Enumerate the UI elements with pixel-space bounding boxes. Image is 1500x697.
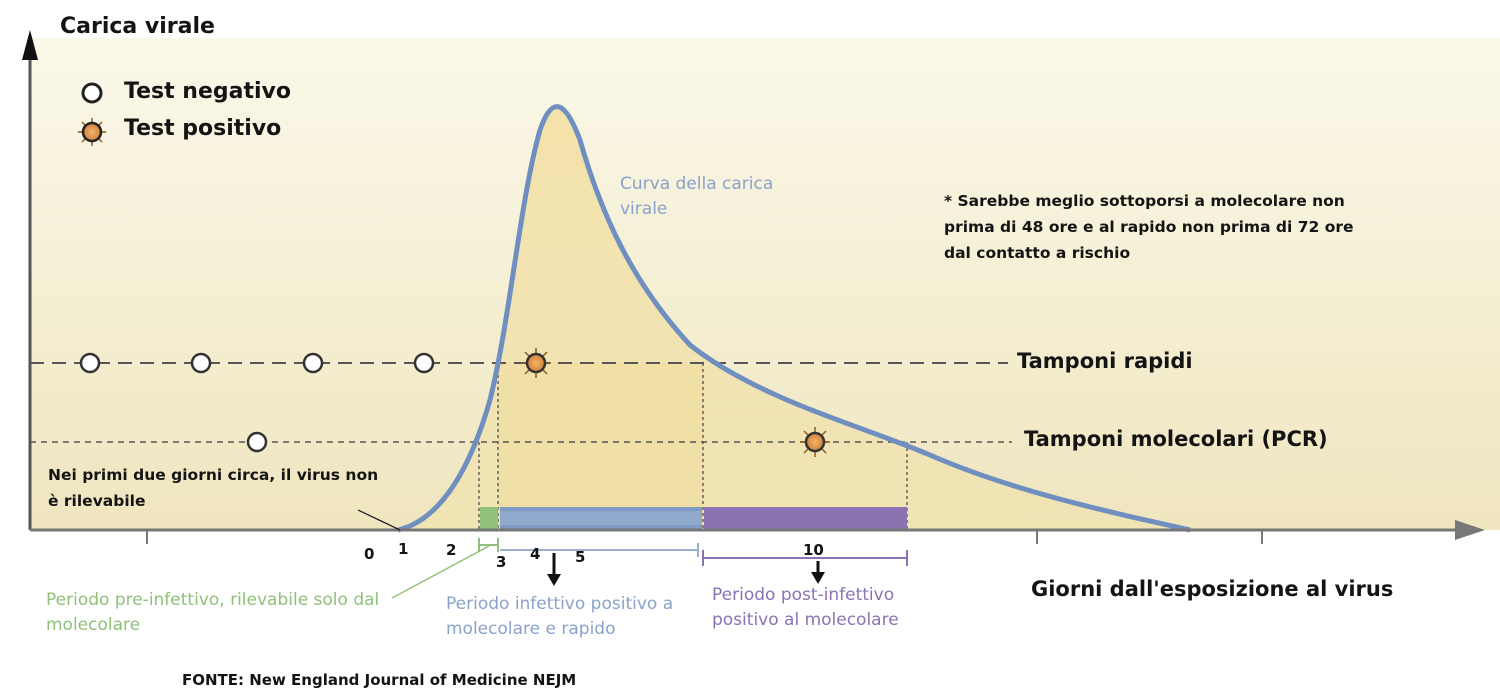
x-axis-title: Giorni dall'esposizione al virus bbox=[1031, 577, 1394, 601]
legend-positive-icon bbox=[78, 118, 106, 146]
pre-period-bracket bbox=[478, 538, 499, 552]
pre-period-label: Periodo pre-infettivo, rilevabile solo d… bbox=[46, 590, 380, 635]
negative-test-marker bbox=[190, 352, 212, 374]
undetectable-note: Nei primi due giorni circa, il virus non… bbox=[48, 466, 379, 510]
viral-load-curve bbox=[397, 104, 1191, 533]
x-tick-label: 3 bbox=[496, 553, 507, 571]
x-tick-label: 2 bbox=[446, 541, 457, 559]
x-tick-label: 5 bbox=[575, 548, 586, 566]
y-axis-title: Carica virale bbox=[60, 14, 215, 39]
pre-period-bar bbox=[480, 507, 498, 529]
x-tick-label: 4 bbox=[530, 545, 541, 563]
undetectable-leader bbox=[357, 509, 401, 531]
post-down-arrow bbox=[811, 561, 825, 584]
rapid-test-label: Tamponi rapidi bbox=[1017, 349, 1193, 373]
legend-negative-label: Test negativo bbox=[124, 79, 291, 104]
legend-positive-label: Test positivo bbox=[124, 116, 282, 141]
post-period-bracket bbox=[702, 550, 908, 566]
positive-test-marker bbox=[800, 427, 830, 457]
negative-test-marker bbox=[79, 352, 101, 374]
y-axis-arrow bbox=[22, 30, 38, 60]
infective-down-arrow bbox=[547, 553, 561, 586]
curve-label: Curva della carica virale bbox=[620, 174, 774, 219]
legend-negative-icon bbox=[81, 82, 103, 104]
infective-period-label: Periodo infettivo positivo a molecolare … bbox=[446, 594, 674, 639]
timing-note: * Sarebbe meglio sottoporsi a molecolare… bbox=[944, 192, 1354, 262]
infective-period-bracket bbox=[500, 543, 699, 557]
x-tick-label: 0 bbox=[364, 545, 375, 563]
infective-period-bar-texture bbox=[500, 511, 702, 525]
pre-period-leader bbox=[391, 545, 490, 599]
negative-test-marker bbox=[302, 352, 324, 374]
negative-test-marker bbox=[246, 431, 268, 453]
curve-area bbox=[398, 106, 1190, 531]
x-tick-label: 1 bbox=[398, 540, 409, 558]
negative-test-marker bbox=[413, 352, 435, 374]
post-period-bar bbox=[704, 507, 907, 529]
pcr-test-label: Tamponi molecolari (PCR) bbox=[1024, 427, 1328, 451]
positive-test-marker bbox=[521, 348, 551, 378]
x-axis-arrow bbox=[1455, 520, 1485, 540]
post-period-label: Periodo post-infettivo positivo al molec… bbox=[712, 585, 899, 630]
x-tick-label: 10 bbox=[803, 541, 824, 559]
source-credit: FONTE: New England Journal of Medicine N… bbox=[182, 671, 577, 689]
